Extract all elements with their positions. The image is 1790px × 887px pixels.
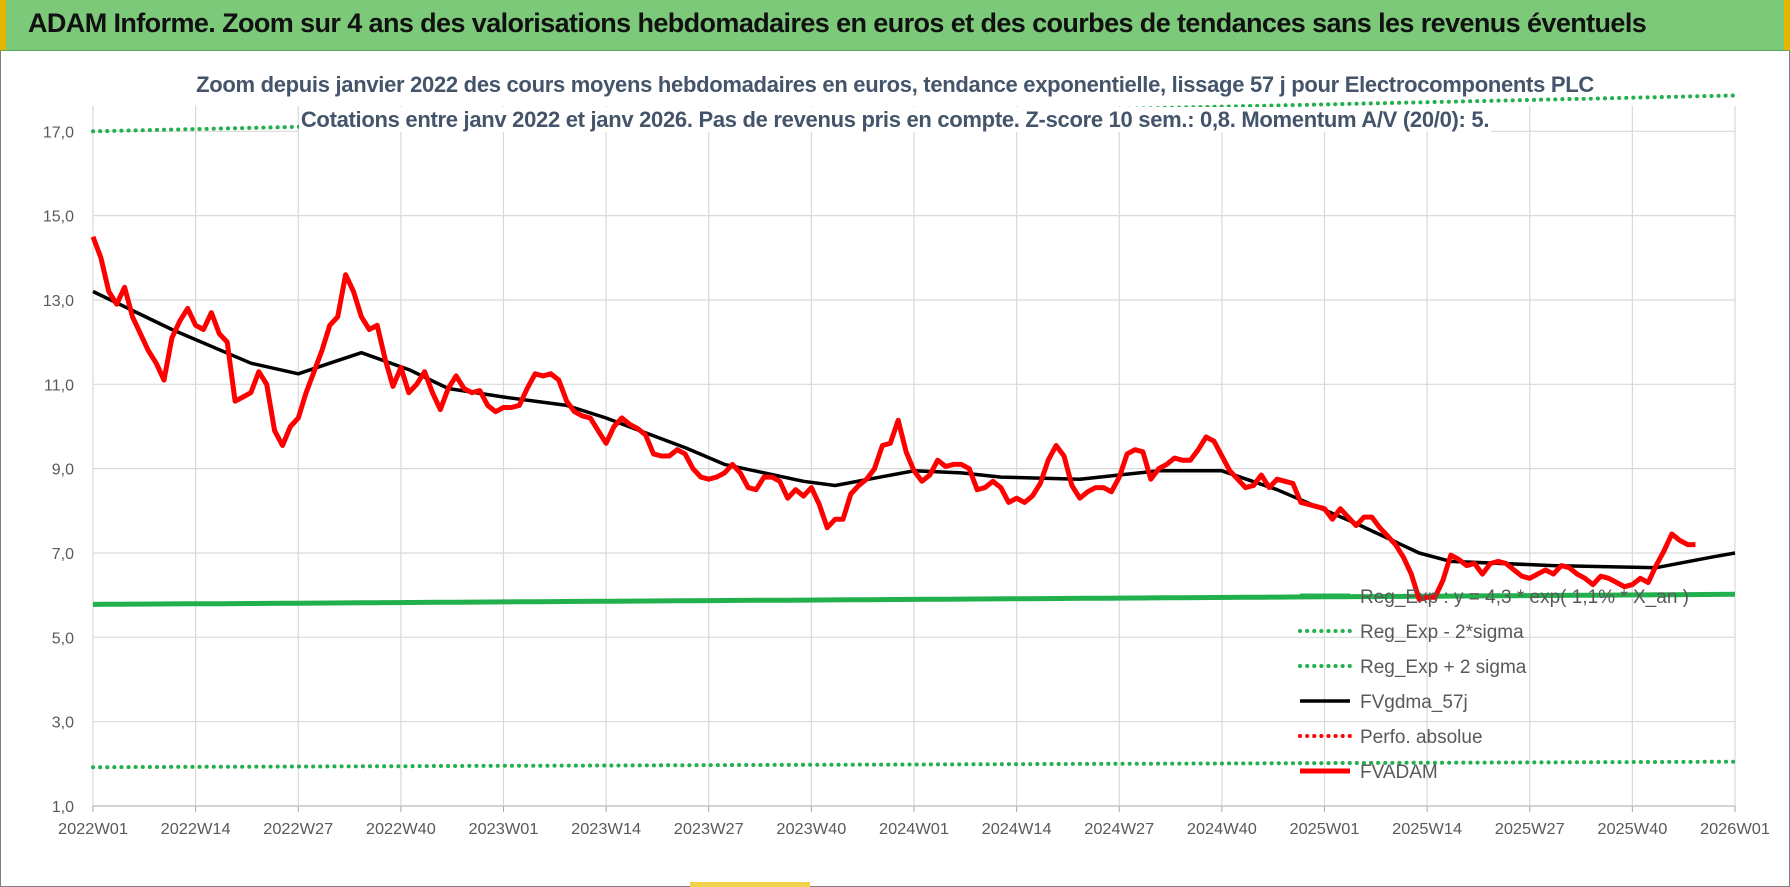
x-tick-label: 2022W27 [263,821,333,838]
legend-entry: FVgdma_57j [1300,692,1468,713]
y-tick-label: 1,0 [52,799,74,816]
x-tick-label: 2022W40 [366,821,436,838]
y-tick-label: 13,0 [43,293,74,310]
y-tick-label: 9,0 [52,462,74,479]
legend-entry: Reg_Exp + 2 sigma [1298,657,1527,678]
x-tick-label: 2025W14 [1392,821,1462,838]
x-tick-label: 2023W27 [674,821,744,838]
series-line-3 [92,289,1736,570]
x-tick-label: 2023W40 [776,821,846,838]
legend-label: FVgdma_57j [1360,692,1468,713]
x-tick-label: 2025W40 [1597,821,1667,838]
title-banner: ADAM Informe. Zoom sur 4 ans des valoris… [0,0,1790,51]
x-tick-label: 2024W01 [879,821,949,838]
x-tick-label: 2023W01 [469,821,539,838]
banner-corner-right [1784,0,1790,50]
legend-entry: FVADAM [1300,762,1438,783]
y-tick-label: 11,0 [44,377,74,394]
legend-entry: Reg_Exp : y = 4,3 * exp( 1,1% * X_an ) [1300,587,1689,608]
legend-entry: Reg_Exp - 2*sigma [1298,622,1524,643]
banner-corner-left [0,0,6,50]
chart-title-text: Zoom depuis janvier 2022 des cours moyen… [194,72,1596,97]
y-tick-label: 17,0 [43,124,74,141]
x-tick-label: 2024W40 [1187,821,1257,838]
series-line-5 [90,235,1696,602]
series-line-0 [92,591,1736,607]
series-line-1 [91,759,1737,770]
y-tick-label: 5,0 [52,630,74,647]
series-line-2 [91,93,1737,134]
legend-label: Perfo. absolue [1360,727,1483,748]
legend-label: Reg_Exp + 2 sigma [1360,657,1527,678]
x-tick-label: 2022W01 [58,821,128,838]
x-tick-label: 2024W27 [1084,821,1154,838]
legend-label: Reg_Exp - 2*sigma [1360,622,1524,643]
chart: 1,0 3,0 5,0 7,0 9,0 11,0 13,0 15,0 17,0 2022W01 20… [43,93,1770,838]
chart-subtitle-text: Cotations entre janv 2022 et janv 2026. … [298,107,1492,132]
x-tick-label: 2025W27 [1495,821,1565,838]
y-tick-label: 15,0 [43,209,74,226]
chart-title: Zoom depuis janvier 2022 des cours moyen… [0,72,1790,98]
banner-title: ADAM Informe. Zoom sur 4 ans des valoris… [28,8,1647,38]
x-tick-label: 2024W14 [982,821,1052,838]
bottom-accent-mark [690,882,810,887]
y-tick-label: 3,0 [52,715,74,732]
x-tick-label: 2023W14 [571,821,641,838]
y-tick-label: 7,0 [52,546,74,563]
x-tick-label: 2026W01 [1700,821,1770,838]
chart-subtitle: Cotations entre janv 2022 et janv 2026. … [0,107,1790,133]
legend-label: FVADAM [1360,762,1438,783]
legend-entry: Perfo. absolue [1298,727,1483,748]
x-tick-label: 2025W01 [1290,821,1360,838]
legend-label: Reg_Exp : y = 4,3 * exp( 1,1% * X_an ) [1360,587,1689,608]
x-tick-label: 2022W14 [161,821,231,838]
